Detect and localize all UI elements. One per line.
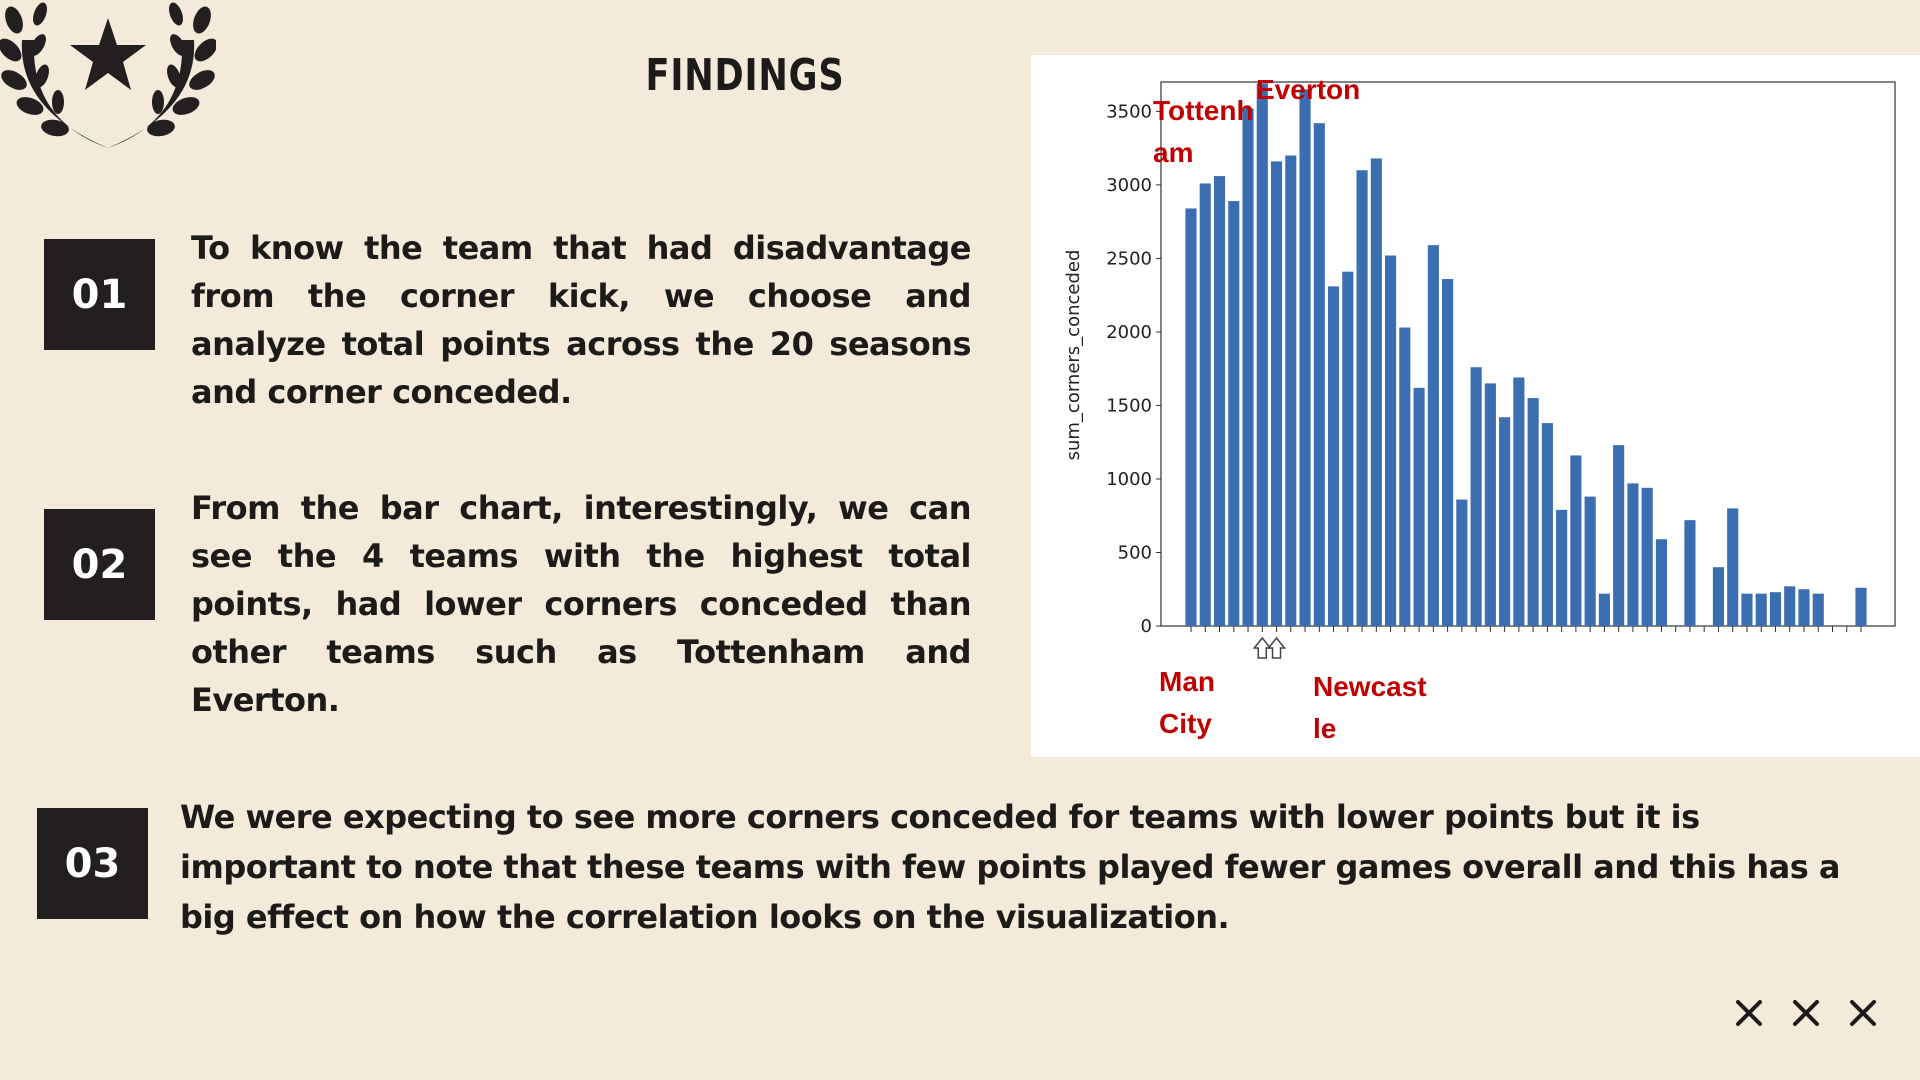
laurel-star-icon <box>0 2 216 148</box>
bar <box>1755 593 1767 626</box>
y-tick-label: 3500 <box>1106 101 1152 122</box>
bar <box>1812 593 1824 626</box>
bar <box>1570 455 1582 626</box>
bar <box>1313 123 1325 626</box>
bar <box>1541 423 1553 626</box>
bar <box>1285 155 1297 626</box>
y-tick-label: 1500 <box>1106 395 1152 416</box>
bar <box>1655 539 1667 626</box>
y-tick-label: 0 <box>1141 616 1152 637</box>
bar <box>1185 208 1197 626</box>
page-title: FINDINGS <box>645 50 845 101</box>
bar <box>1270 161 1283 626</box>
annotation-label: Man City <box>1159 666 1215 739</box>
bar <box>1727 508 1739 626</box>
y-tick-label: 3000 <box>1106 175 1152 196</box>
bar <box>1213 176 1226 626</box>
y-tick-label: 500 <box>1118 542 1152 563</box>
bar <box>1769 592 1782 626</box>
bar <box>1641 487 1653 626</box>
close-marks <box>1736 1000 1876 1026</box>
bar <box>1356 170 1368 626</box>
bar <box>1342 271 1354 626</box>
finding-number-03: 03 <box>37 808 148 919</box>
bar <box>1798 589 1810 626</box>
bar <box>1242 108 1254 627</box>
bar <box>1556 509 1568 626</box>
chart-panel: 0 500 1000 1500 2000 2500 3000 3500 sum_corners_… <box>1031 55 1920 757</box>
bar-chart: 0 500 1000 1500 2000 2500 3000 3500 sum_corners_… <box>1063 74 1896 744</box>
y-tick-label: 2000 <box>1106 322 1152 343</box>
y-tick-label: 1000 <box>1106 469 1152 490</box>
finding-text-01: To know the team that had disadvantage f… <box>191 229 972 411</box>
bar <box>1256 83 1268 626</box>
bar <box>1627 483 1639 626</box>
bar <box>1399 327 1411 626</box>
bar <box>1584 496 1596 626</box>
annotation-label: Tottenh am <box>1153 95 1254 168</box>
bar <box>1741 593 1753 626</box>
bar <box>1199 183 1211 626</box>
bar <box>1527 398 1539 626</box>
finding-text-03: We were expecting to see more corners co… <box>180 798 1840 936</box>
bar <box>1499 417 1511 626</box>
bar <box>1784 586 1796 626</box>
bar <box>1427 245 1439 626</box>
bar <box>1598 593 1610 626</box>
bar <box>1855 587 1867 626</box>
finding-number-01: 01 <box>44 239 155 350</box>
bar <box>1385 255 1397 627</box>
bar <box>1712 567 1725 626</box>
close-icon <box>1793 1000 1819 1026</box>
y-axis-label: sum_corners_conceded <box>1063 250 1084 461</box>
bar <box>1456 499 1468 626</box>
annotation-label: Newcast le <box>1313 671 1427 744</box>
bar <box>1470 367 1482 626</box>
finding-number-02: 02 <box>44 509 155 620</box>
bar <box>1327 286 1340 626</box>
up-arrow-icon <box>1266 636 1287 659</box>
bar <box>1228 201 1240 626</box>
close-icon <box>1850 1000 1876 1026</box>
bar <box>1413 387 1425 626</box>
bar <box>1370 158 1382 627</box>
annotation-label: Everton <box>1256 74 1360 105</box>
up-arrow-icon <box>1252 636 1272 659</box>
bar <box>1613 445 1625 626</box>
bar <box>1442 279 1454 626</box>
close-icon <box>1736 1000 1762 1026</box>
bar <box>1684 520 1696 626</box>
finding-text-02: From the bar chart, interestingly, we ca… <box>191 489 972 719</box>
bar <box>1484 383 1496 626</box>
bar <box>1513 377 1525 626</box>
y-tick-label: 2500 <box>1106 248 1152 269</box>
bar <box>1299 89 1311 627</box>
